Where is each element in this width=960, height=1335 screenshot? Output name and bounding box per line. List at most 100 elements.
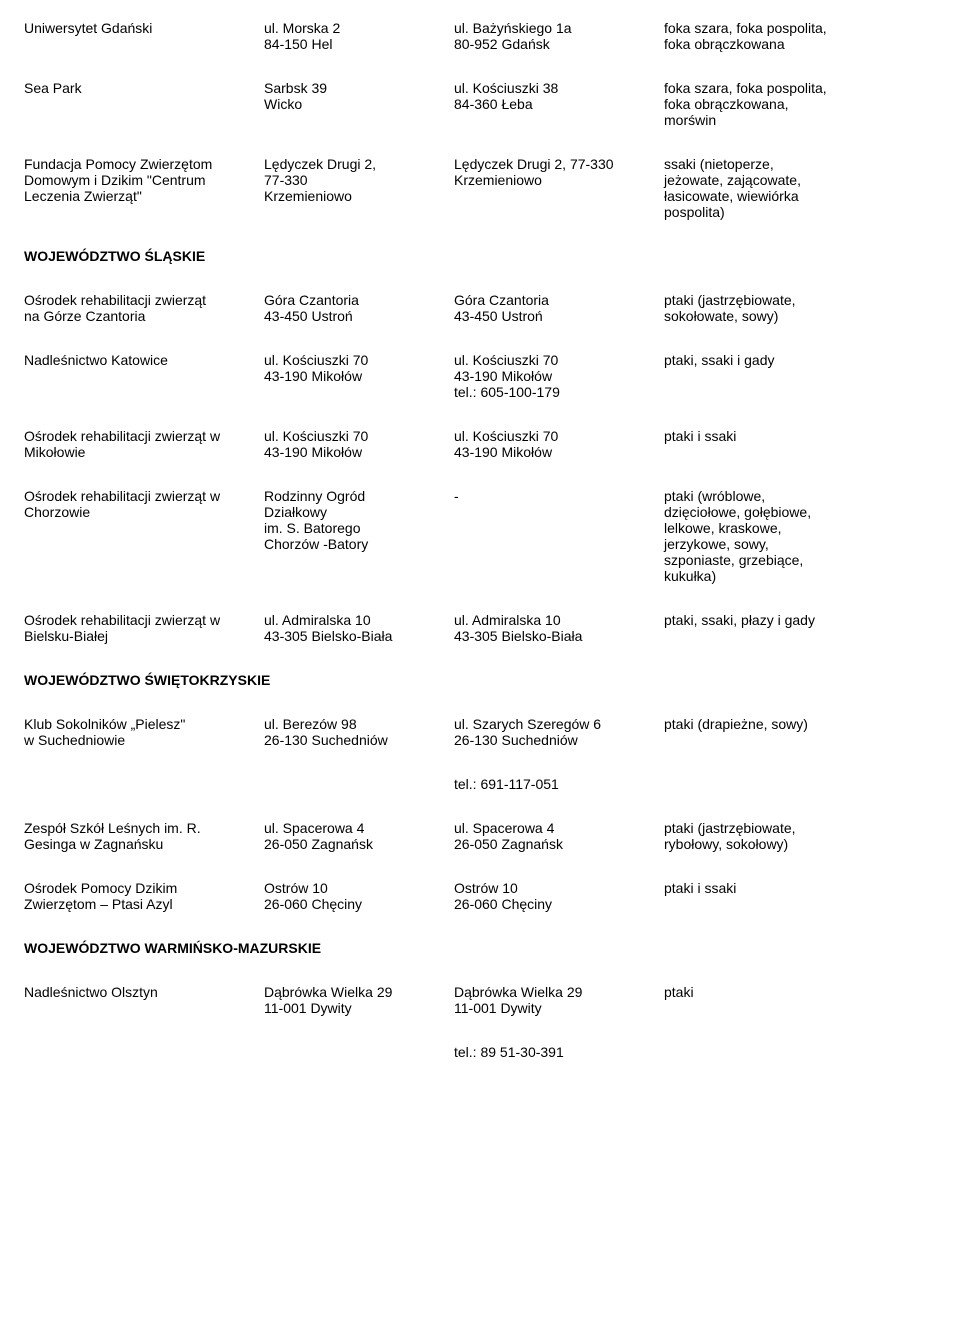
text-line: 43-305 Bielsko-Biała [264,628,444,644]
text-line: rybołowy, sokołowy) [664,836,936,852]
cell: ul. Admiralska 1043-305 Bielsko-Biała [264,612,454,644]
text-line: ul. Berezów 98 [264,716,444,732]
cell: ul. Kościuszki 7043-190 Mikołów [264,352,454,400]
table-row: Ośrodek rehabilitacji zwierząt wMikołowi… [24,428,936,460]
text-line: 11-001 Dywity [264,1000,444,1016]
table-row: Ośrodek rehabilitacji zwierzątna Górze C… [24,292,936,324]
text-line: 26-060 Chęciny [454,896,654,912]
cell: ptaki (wróblowe,dzięciołowe, gołębiowe,l… [664,488,936,584]
text-line: ul. Admiralska 10 [264,612,444,628]
text-line: 84-360 Łeba [454,96,654,112]
text-line: ul. Bażyńskiego 1a [454,20,654,36]
cell: - [454,488,664,584]
text-line: lelkowe, kraskowe, [664,520,936,536]
table-row: Fundacja Pomocy ZwierzętomDomowym i Dzik… [24,156,936,220]
cell [664,776,936,792]
text-line: ssaki (nietoperze, [664,156,936,172]
cell [24,1044,264,1060]
text-line: Ośrodek rehabilitacji zwierząt w [24,612,254,628]
text-line: kukułka) [664,568,936,584]
text-line: Nadleśnictwo Olsztyn [24,984,254,1000]
text-line: sokołowate, sowy) [664,308,936,324]
text-line: 80-952 Gdańsk [454,36,654,52]
text-line: ptaki [664,984,936,1000]
text-line: ul. Spacerowa 4 [454,820,654,836]
text-line: foka obrączkowana [664,36,936,52]
cell [264,1044,454,1060]
cell: Sea Park [24,80,264,128]
text-line: Lędyczek Drugi 2, [264,156,444,172]
text-line: łasicowate, wiewiórka [664,188,936,204]
text-line: ul. Morska 2 [264,20,444,36]
text-line: ptaki (jastrzębiowate, [664,292,936,308]
text-line: Fundacja Pomocy Zwierzętom [24,156,254,172]
cell: ul. Spacerowa 426-050 Zagnańsk [264,820,454,852]
cell: ul. Szarych Szeregów 626-130 Suchedniów [454,716,664,748]
text-line: ul. Szarych Szeregów 6 [454,716,654,732]
text-line: Działkowy [264,504,444,520]
table-row: Sea ParkSarbsk 39Wickoul. Kościuszki 388… [24,80,936,128]
text-line: Lędyczek Drugi 2, 77-330 [454,156,654,172]
text-line: jerzykowe, sowy, [664,536,936,552]
cell: ul. Kościuszki 7043-190 Mikołów [264,428,454,460]
cell: Nadleśnictwo Katowice [24,352,264,400]
cell: ptaki, ssaki, płazy i gady [664,612,936,644]
text-line: - [454,488,654,504]
cell: ptaki [664,984,936,1016]
text-line: foka obrączkowana, [664,96,936,112]
cell: Zespół Szkół Leśnych im. R.Gesinga w Zag… [24,820,264,852]
cell: ptaki, ssaki i gady [664,352,936,400]
cell: Ostrów 1026-060 Chęciny [264,880,454,912]
text-line: Chorzowie [24,504,254,520]
section-heading: WOJEWÓDZTWO ŚWIĘTOKRZYSKIE [24,672,936,688]
cell: ul. Kościuszki 7043-190 Mikołówtel.: 605… [454,352,664,400]
text-line: Gesinga w Zagnańsku [24,836,254,852]
cell: ptaki i ssaki [664,428,936,460]
cell: Fundacja Pomocy ZwierzętomDomowym i Dzik… [24,156,264,220]
text-line: ptaki i ssaki [664,428,936,444]
text-line: Ośrodek rehabilitacji zwierząt [24,292,254,308]
text-line: Rodzinny Ogród [264,488,444,504]
text-line: Domowym i Dzikim "Centrum [24,172,254,188]
text-line: ul. Admiralska 10 [454,612,654,628]
cell: ul. Admiralska 1043-305 Bielsko-Biała [454,612,664,644]
cell: ptaki i ssaki [664,880,936,912]
text-line: 43-450 Ustroń [454,308,654,324]
table-row: Zespół Szkół Leśnych im. R.Gesinga w Zag… [24,820,936,852]
text-line: ul. Kościuszki 70 [264,428,444,444]
text-line: Sarbsk 39 [264,80,444,96]
text-line: Klub Sokolników „Pielesz" [24,716,254,732]
text-line: 43-190 Mikołów [264,368,444,384]
text-line: 43-190 Mikołów [264,444,444,460]
text-line: na Górze Czantoria [24,308,254,324]
table-row: tel.: 89 51-30-391 [24,1044,936,1060]
text-line: Mikołowie [24,444,254,460]
table-row: Ośrodek Pomocy DzikimZwierzętom – Ptasi … [24,880,936,912]
text-line: Ośrodek rehabilitacji zwierząt w [24,488,254,504]
text-line: Dąbrówka Wielka 29 [264,984,444,1000]
text-line: ul. Kościuszki 70 [454,352,654,368]
text-line: ptaki (drapieżne, sowy) [664,716,936,732]
text-line: 84-150 Hel [264,36,444,52]
text-line: jeżowate, zającowate, [664,172,936,188]
document-body: Uniwersytet Gdański ul. Morska 284-150 He… [24,20,936,1060]
cell: Lędyczek Drugi 2, 77-330Krzemieniowo [454,156,664,220]
cell: Ośrodek rehabilitacji zwierząt wChorzowi… [24,488,264,584]
text-line: morświn [664,112,936,128]
text-line: Ośrodek rehabilitacji zwierząt w [24,428,254,444]
text-line: 43-190 Mikołów [454,368,654,384]
text-line: Sea Park [24,80,254,96]
text-line: ul. Kościuszki 70 [454,428,654,444]
text-line: ptaki (jastrzębiowate, [664,820,936,836]
text-line: tel.: 89 51-30-391 [454,1044,654,1060]
cell: Góra Czantoria43-450 Ustroń [264,292,454,324]
cell: Klub Sokolników „Pielesz"w Suchedniowie [24,716,264,748]
cell: ptaki (jastrzębiowate,rybołowy, sokołowy… [664,820,936,852]
text-line: Uniwersytet Gdański [24,20,254,36]
text-line: 26-050 Zagnańsk [264,836,444,852]
cell: ul. Spacerowa 426-050 Zagnańsk [454,820,664,852]
cell: ptaki (drapieżne, sowy) [664,716,936,748]
text-line: Ostrów 10 [454,880,654,896]
table-row: Uniwersytet Gdański ul. Morska 284-150 He… [24,20,936,52]
text-line: im. S. Batorego [264,520,444,536]
